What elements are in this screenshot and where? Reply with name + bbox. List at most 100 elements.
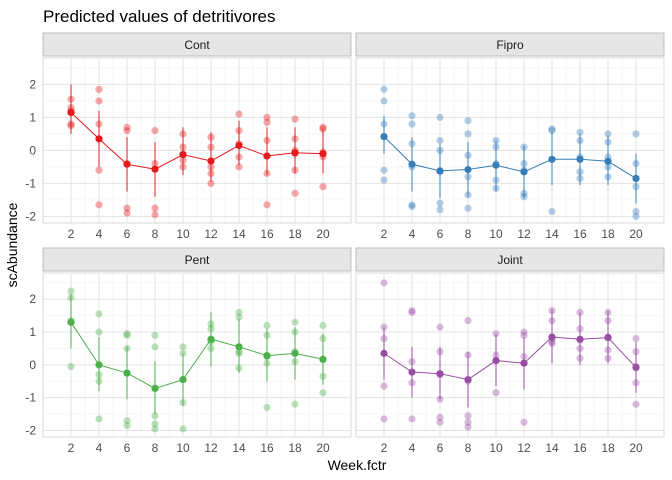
data-point <box>95 328 103 336</box>
data-point <box>436 323 444 331</box>
prediction-point <box>207 157 215 165</box>
x-tick-label: 4 <box>96 441 103 455</box>
prediction-point <box>492 161 500 169</box>
data-point <box>319 321 327 330</box>
data-point <box>436 413 444 421</box>
prediction-point <box>576 335 584 343</box>
data-point <box>123 209 131 217</box>
x-tick-label: 8 <box>465 227 472 241</box>
data-point <box>123 123 131 131</box>
data-point <box>380 382 388 390</box>
prediction-line <box>383 336 637 381</box>
data-point <box>380 85 388 93</box>
data-point <box>464 117 472 125</box>
prediction-line <box>70 321 324 389</box>
data-point <box>95 166 103 174</box>
data-point <box>291 115 299 123</box>
x-tick-label: 2 <box>68 227 75 241</box>
data-point <box>235 313 243 321</box>
prediction-point <box>632 174 640 183</box>
data-point <box>95 310 103 318</box>
prediction-point <box>576 155 584 163</box>
prediction-point <box>263 152 271 160</box>
y-tick-label: -1 <box>25 391 36 405</box>
x-tick-label: 6 <box>124 441 131 455</box>
data-point <box>436 113 444 121</box>
prediction-point <box>380 349 388 357</box>
y-tick-label: 0 <box>29 143 36 157</box>
prediction-point <box>520 168 528 176</box>
prediction-point <box>179 376 187 384</box>
prediction-point <box>380 132 388 141</box>
prediction-point <box>319 150 327 158</box>
data-point <box>380 279 388 287</box>
x-axis-title: Week.fctr <box>328 457 387 473</box>
data-point <box>464 418 472 426</box>
x-tick-label: 12 <box>204 227 218 241</box>
data-point <box>123 417 131 425</box>
prediction-point <box>207 335 215 343</box>
prediction-point <box>492 356 500 365</box>
data-point <box>548 125 556 133</box>
panel-fipro: Fipro 2 4 6 8 10 12 14 16 18 20 <box>355 32 665 241</box>
prediction-point <box>151 384 159 393</box>
x-tick-label: 16 <box>573 227 587 241</box>
x-tick-label: 14 <box>545 441 559 455</box>
prediction-point <box>436 370 444 378</box>
data-point <box>408 120 416 128</box>
data-point <box>95 85 103 93</box>
strip-pent <box>42 247 352 272</box>
prediction-point <box>123 160 131 168</box>
data-point <box>67 362 75 371</box>
x-tick-label: 2 <box>68 441 75 455</box>
y-tick-label: 1 <box>29 325 36 339</box>
prediction-point <box>604 334 612 342</box>
prediction-point <box>548 155 556 163</box>
data-point <box>632 335 640 343</box>
strip-fipro <box>355 32 665 57</box>
prediction-point <box>179 151 187 159</box>
x-tick-label: 10 <box>489 441 503 455</box>
data-point <box>151 420 159 428</box>
x-tick-label: 4 <box>96 227 103 241</box>
data-point <box>548 127 556 135</box>
x-tick-label: 2 <box>381 227 388 241</box>
data-point <box>520 331 528 339</box>
prediction-point <box>464 165 472 174</box>
data-point <box>291 400 299 408</box>
prediction-point <box>436 167 444 175</box>
data-point <box>123 331 131 339</box>
data-point <box>632 400 640 408</box>
data-point <box>263 321 271 330</box>
data-point <box>520 418 528 426</box>
y-tick-label: 1 <box>29 110 36 124</box>
data-point <box>291 318 299 326</box>
prediction-point <box>263 352 271 360</box>
prediction-point <box>408 368 416 376</box>
data-point <box>464 130 472 138</box>
data-point <box>263 113 271 121</box>
data-point <box>235 110 243 118</box>
x-tick-label: 18 <box>288 227 302 241</box>
x-tick-label: 16 <box>260 227 274 241</box>
data-point <box>151 425 159 433</box>
data-point <box>207 179 215 187</box>
prediction-point <box>520 359 528 367</box>
data-point <box>408 307 416 315</box>
prediction-point <box>291 149 299 157</box>
data-point <box>291 189 299 197</box>
x-tick-label: 6 <box>124 227 131 241</box>
data-point <box>319 183 327 191</box>
x-tick-label: 4 <box>409 441 416 455</box>
panel-joint: Joint 2 4 6 8 10 12 14 16 18 20 <box>355 247 665 455</box>
x-tick-label: 18 <box>601 441 615 455</box>
x-tick-label: 14 <box>232 227 246 241</box>
prediction-point <box>319 355 327 363</box>
data-point <box>436 136 444 145</box>
x-tick-label: 8 <box>152 441 159 455</box>
data-point <box>380 166 388 174</box>
x-tick-label: 12 <box>204 441 218 455</box>
prediction-point <box>95 135 103 143</box>
